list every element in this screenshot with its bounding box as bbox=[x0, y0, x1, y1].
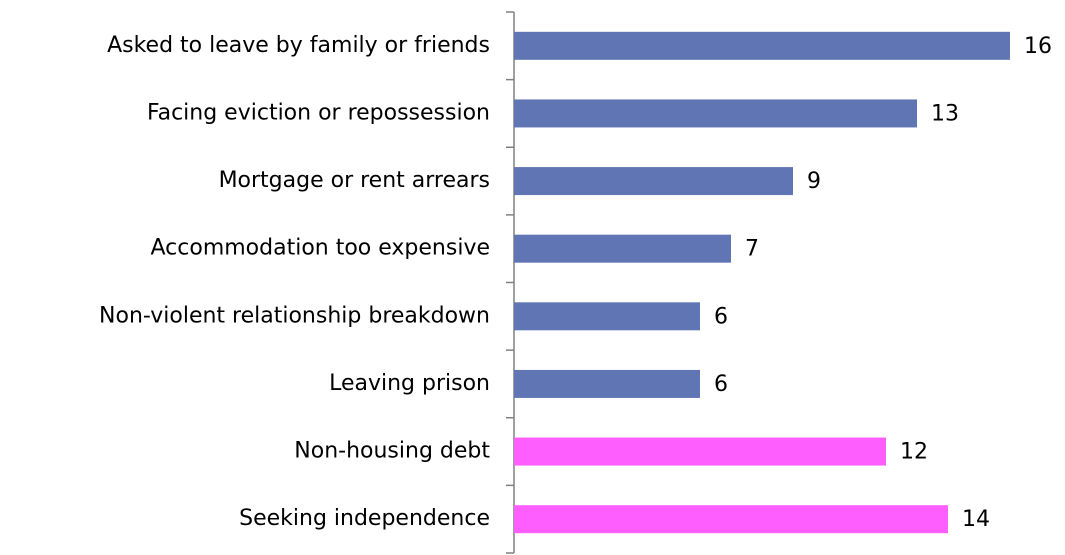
value-label: 16 bbox=[1024, 34, 1052, 59]
value-label: 9 bbox=[807, 169, 821, 194]
bar bbox=[514, 99, 917, 128]
value-label: 7 bbox=[745, 237, 759, 262]
bar bbox=[514, 167, 793, 196]
bar bbox=[514, 234, 731, 263]
category-label: Non-housing debt bbox=[294, 439, 490, 464]
bar bbox=[514, 369, 700, 398]
category-label: Facing eviction or repossession bbox=[147, 100, 490, 125]
category-label: Asked to leave by family or friends bbox=[107, 33, 490, 58]
category-label: Leaving prison bbox=[329, 371, 490, 396]
category-label: Seeking independence bbox=[239, 506, 490, 531]
value-label: 6 bbox=[714, 372, 728, 397]
value-label: 6 bbox=[714, 304, 728, 329]
category-label: Accommodation too expensive bbox=[151, 236, 491, 261]
value-label: 12 bbox=[900, 440, 928, 465]
value-label: 14 bbox=[962, 507, 990, 532]
value-label: 13 bbox=[931, 101, 959, 126]
bar bbox=[514, 31, 1010, 60]
category-label: Non-violent relationship breakdown bbox=[99, 303, 490, 328]
bar bbox=[514, 505, 948, 534]
bar bbox=[514, 302, 700, 331]
bar bbox=[514, 437, 886, 466]
category-label: Mortgage or rent arrears bbox=[219, 168, 490, 193]
